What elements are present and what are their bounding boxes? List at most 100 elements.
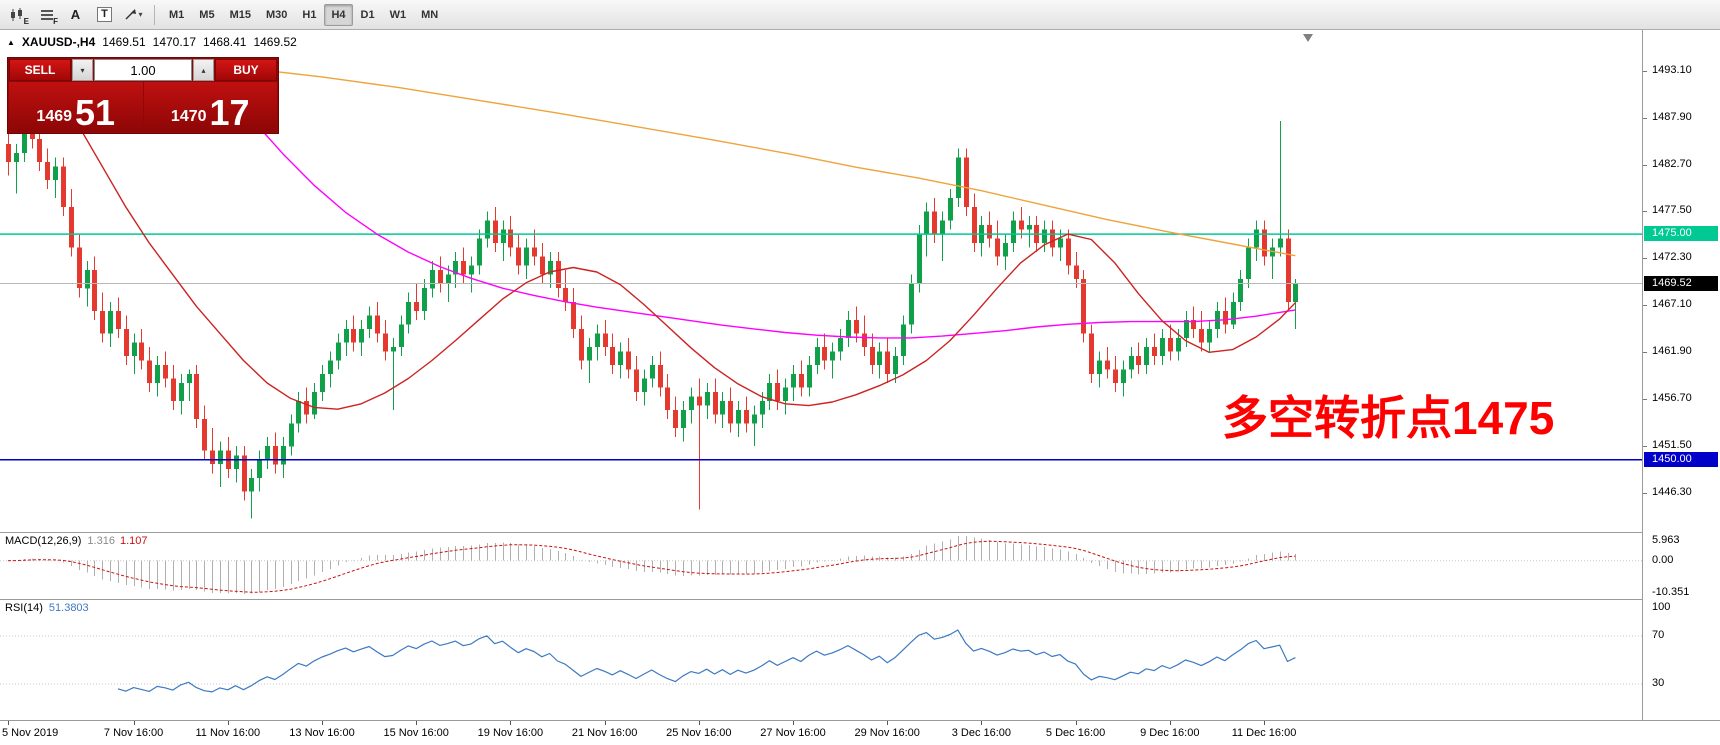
time-axis-label: 27 Nov 16:00 bbox=[760, 727, 826, 739]
candles-glyph bbox=[11, 7, 22, 21]
tool-badge: F bbox=[53, 16, 58, 26]
macd-panel[interactable] bbox=[0, 533, 1642, 599]
ohlc-close: 1469.52 bbox=[253, 35, 297, 49]
macd-name: MACD(12,26,9) bbox=[5, 535, 82, 547]
ohlc-open: 1469.51 bbox=[102, 35, 146, 49]
time-axis[interactable]: 5 Nov 2019 7 Nov 16:00 11 Nov 16:00 13 Nov … bbox=[0, 721, 1720, 745]
price-tick-mark bbox=[1643, 211, 1647, 212]
time-tick-mark bbox=[416, 721, 417, 725]
time-tick-mark bbox=[1170, 721, 1171, 725]
price-tick-label: 1482.70 bbox=[1652, 157, 1692, 170]
price-tick-label: 1461.90 bbox=[1652, 345, 1692, 358]
price-tick-label: 1477.50 bbox=[1652, 204, 1692, 217]
symbol-name: XAUUSD-,H4 bbox=[21, 35, 96, 49]
macd-label: MACD(12,26,9) 1.316 1.107 bbox=[5, 535, 147, 547]
price-tick-mark bbox=[1643, 352, 1647, 353]
one-click-trade-panel: SELL ▾ ▴ BUY 1469 51 1470 17 bbox=[7, 57, 279, 134]
annotation-text: 多空转折点1475 bbox=[1222, 392, 1554, 444]
chevron-down-icon: ▾ bbox=[138, 10, 143, 19]
time-axis-label: 5 Nov 2019 bbox=[2, 727, 59, 739]
time-tick-mark bbox=[228, 721, 229, 725]
panel-separator[interactable] bbox=[0, 532, 1720, 533]
time-tick-mark bbox=[134, 721, 135, 725]
timeframe-group: M1 M5 M15 M30 H1 H4 D1 W1 MN bbox=[162, 3, 445, 26]
price-badge: 1450.00 bbox=[1644, 451, 1718, 467]
time-tick-mark bbox=[981, 721, 982, 725]
timeframe-m5[interactable]: M5 bbox=[192, 4, 221, 26]
price-tick-mark bbox=[1643, 165, 1647, 166]
line-chart-icon[interactable]: F bbox=[33, 3, 60, 27]
lines-glyph bbox=[40, 9, 53, 20]
ohlc-low: 1468.41 bbox=[203, 35, 247, 49]
time-axis-label: 7 Nov 16:00 bbox=[103, 727, 164, 739]
rsi-axis-label: 70 bbox=[1652, 629, 1665, 641]
sell-button[interactable]: SELL bbox=[9, 59, 71, 81]
timeframe-w1[interactable]: W1 bbox=[383, 4, 414, 26]
price-tick-mark bbox=[1643, 399, 1647, 400]
price-tick-mark bbox=[1643, 118, 1647, 119]
buy-button[interactable]: BUY bbox=[215, 59, 277, 81]
spinner-down-icon: ▾ bbox=[80, 65, 85, 75]
macd-axis-label: 5.963 bbox=[1652, 534, 1680, 546]
timeframe-mn[interactable]: MN bbox=[414, 4, 445, 26]
ask-handle: 1470 bbox=[170, 108, 207, 125]
trade-controls-row: SELL ▾ ▴ BUY bbox=[9, 59, 277, 81]
ask-price-box[interactable]: 1470 17 bbox=[143, 82, 277, 133]
price-tick-label: 1493.10 bbox=[1652, 63, 1692, 76]
letter-a-glyph: A bbox=[70, 7, 81, 22]
timeframe-m1[interactable]: M1 bbox=[162, 4, 191, 26]
toolbar: E F A T ▾ bbox=[0, 0, 1720, 30]
time-axis-label: 3 Dec 16:00 bbox=[951, 727, 1012, 739]
ma-medium-magenta bbox=[219, 80, 1296, 339]
price-tick-mark bbox=[1643, 305, 1647, 306]
chart-tools-group: E F A T ▾ bbox=[4, 3, 147, 27]
time-axis-label: 21 Nov 16:00 bbox=[571, 727, 638, 739]
macd-value-main: 1.316 bbox=[87, 535, 115, 547]
rsi-label: RSI(14) 51.3803 bbox=[5, 602, 89, 614]
price-tick-label: 1446.30 bbox=[1652, 486, 1692, 499]
arrow-glyph bbox=[125, 9, 137, 20]
drawing-tools-icon[interactable]: ▾ bbox=[120, 3, 147, 27]
rsi-panel[interactable] bbox=[0, 600, 1642, 720]
candles-group bbox=[6, 112, 1298, 519]
timeframe-d1[interactable]: D1 bbox=[354, 4, 382, 26]
time-tick-mark bbox=[322, 721, 323, 725]
time-axis-label: 13 Nov 16:00 bbox=[289, 727, 355, 739]
timeframe-m30[interactable]: M30 bbox=[259, 4, 294, 26]
toolbar-separator bbox=[154, 4, 155, 25]
price-badge: 1469.52 bbox=[1644, 275, 1718, 291]
time-axis-separator bbox=[0, 720, 1720, 721]
panel-separator[interactable] bbox=[0, 599, 1720, 600]
time-tick-mark bbox=[605, 721, 606, 725]
volume-decrease-button[interactable]: ▾ bbox=[72, 59, 93, 81]
price-tick-label: 1451.50 bbox=[1652, 439, 1692, 452]
text-annotation-icon[interactable]: A bbox=[62, 3, 89, 27]
bid-pips: 51 bbox=[75, 91, 116, 133]
rsi-name: RSI(14) bbox=[5, 602, 43, 614]
price-axis[interactable]: 1493.10 1487.90 1482.70 1477.50 1472.30 1467.… bbox=[1643, 30, 1720, 720]
time-axis-label: 15 Nov 16:00 bbox=[383, 727, 449, 739]
trade-prices-row: 1469 51 1470 17 bbox=[9, 82, 277, 132]
time-tick-mark bbox=[887, 721, 888, 725]
volume-input[interactable] bbox=[94, 59, 192, 81]
time-tick-mark bbox=[793, 721, 794, 725]
ask-pips: 17 bbox=[209, 91, 250, 133]
rsi-value: 51.3803 bbox=[48, 602, 89, 614]
timeframe-h4[interactable]: H4 bbox=[324, 3, 353, 26]
time-axis-label: 11 Dec 16:00 bbox=[1231, 727, 1297, 739]
time-tick-mark bbox=[510, 721, 511, 725]
volume-increase-button[interactable]: ▴ bbox=[193, 59, 214, 81]
macd-histogram bbox=[16, 536, 1296, 594]
rsi-line bbox=[117, 629, 1296, 693]
price-tick-label: 1456.70 bbox=[1652, 392, 1692, 405]
chart-shift-marker bbox=[1303, 34, 1313, 42]
text-box-icon[interactable]: T bbox=[91, 3, 118, 27]
time-axis-label: 25 Nov 16:00 bbox=[666, 727, 732, 739]
timeframe-h1[interactable]: H1 bbox=[295, 4, 323, 26]
price-tick-mark bbox=[1643, 71, 1647, 72]
bid-price-box[interactable]: 1469 51 bbox=[9, 82, 143, 132]
time-axis-label: 19 Nov 16:00 bbox=[477, 727, 544, 739]
timeframe-m15[interactable]: M15 bbox=[223, 4, 258, 26]
candlestick-chart-icon[interactable]: E bbox=[4, 3, 31, 27]
time-tick-mark bbox=[1076, 721, 1077, 725]
